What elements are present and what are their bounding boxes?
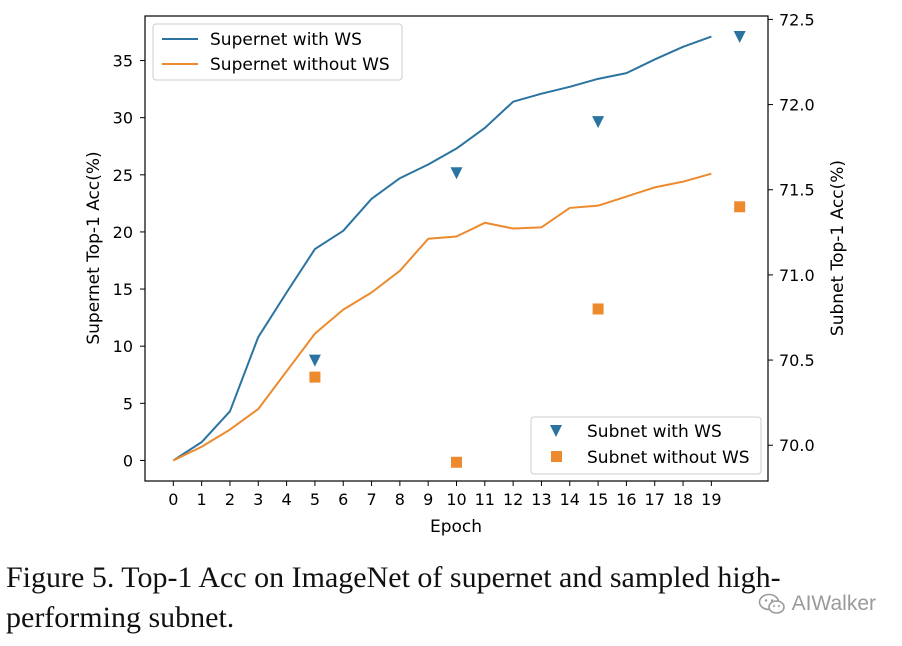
y-right-tick-label: 70.0 bbox=[779, 436, 815, 455]
legend-box bbox=[530, 416, 762, 475]
legend-marker-subnet-without-ws bbox=[551, 451, 562, 462]
y-axis-left-label: Supernet Top-1 Acc(%) bbox=[84, 151, 104, 344]
x-tick-label: 5 bbox=[310, 490, 320, 509]
point-subnet-without-ws bbox=[592, 303, 604, 315]
legend-label-subnet-without-ws: Subnet without WS bbox=[587, 448, 750, 468]
y-right-tick-label: 72.0 bbox=[779, 96, 815, 115]
series-line-supernet-with-ws bbox=[172, 35, 712, 462]
x-tick-label: 14 bbox=[560, 490, 580, 509]
y-right-tick-label: 71.0 bbox=[779, 266, 815, 285]
legend-marker-subnet-with-ws bbox=[550, 425, 562, 437]
watermark: AIWalker bbox=[758, 592, 876, 616]
x-tick-label: 1 bbox=[197, 490, 207, 509]
y-axis-right: 70.0 70.5 71.0 71.5 72.0 72.5 bbox=[768, 10, 815, 455]
legend-label-subnet-with-ws: Subnet with WS bbox=[587, 422, 722, 442]
x-axis-label: Epoch bbox=[430, 517, 482, 537]
point-subnet-without-ws bbox=[734, 201, 746, 213]
x-tick-label: 11 bbox=[475, 490, 495, 509]
y-axis-right-label: Subnet Top-1 Acc(%) bbox=[828, 160, 848, 336]
x-tick-label: 8 bbox=[395, 490, 405, 509]
x-tick-label: 18 bbox=[673, 490, 693, 509]
figure-caption: Figure 5. Top-1 Acc on ImageNet of super… bbox=[6, 561, 781, 634]
y-left-tick-label: 20 bbox=[113, 223, 133, 242]
series-line-supernet-without-ws bbox=[172, 172, 712, 462]
x-tick-label: 15 bbox=[588, 490, 608, 509]
y-right-tick-label: 72.5 bbox=[779, 10, 815, 29]
x-tick-label: 2 bbox=[225, 490, 235, 509]
x-tick-label: 6 bbox=[338, 490, 348, 509]
plot-area bbox=[145, 16, 768, 481]
x-tick-label: 13 bbox=[531, 490, 551, 509]
x-tick-label: 7 bbox=[366, 490, 376, 509]
y-left-tick-label: 0 bbox=[123, 451, 133, 470]
point-subnet-with-ws bbox=[308, 354, 321, 367]
point-subnet-without-ws bbox=[309, 371, 321, 383]
y-right-tick-label: 70.5 bbox=[779, 351, 815, 370]
y-left-tick-label: 35 bbox=[113, 52, 133, 71]
x-axis: 0 1 2 3 4 5 6 7 8 9 10 11 12 13 14 15 16 17 18 19 bbox=[168, 481, 722, 509]
legend-box bbox=[152, 23, 403, 81]
x-tick-label: 16 bbox=[616, 490, 636, 509]
x-tick-label: 3 bbox=[253, 490, 263, 509]
point-subnet-without-ws bbox=[451, 456, 462, 468]
y-left-tick-label: 30 bbox=[113, 109, 133, 128]
point-subnet-with-ws bbox=[450, 167, 463, 180]
x-tick-label: 12 bbox=[503, 490, 523, 509]
watermark-text: AIWalker bbox=[791, 592, 876, 615]
legend-label-supernet-without-ws: Supernet without WS bbox=[210, 55, 390, 75]
y-axis-left: 0 5 10 15 20 25 30 35 bbox=[113, 52, 145, 470]
point-subnet-with-ws bbox=[592, 116, 605, 129]
legend-upper-left: Supernet with WS Supernet without WS bbox=[152, 23, 403, 81]
point-subnet-with-ws bbox=[733, 30, 746, 43]
x-tick-label: 0 bbox=[168, 490, 178, 509]
y-left-tick-label: 10 bbox=[113, 337, 133, 356]
x-tick-label: 19 bbox=[701, 490, 721, 509]
x-tick-label: 4 bbox=[281, 490, 291, 509]
legend-label-supernet-with-ws: Supernet with WS bbox=[210, 30, 362, 50]
chart: 0 1 2 3 4 5 6 7 8 9 10 11 12 13 14 15 16 17 18 19 051015202… bbox=[84, 10, 848, 537]
x-tick-label: 10 bbox=[446, 490, 466, 509]
y-left-tick-label: 15 bbox=[113, 280, 133, 299]
x-tick-label: 9 bbox=[423, 490, 433, 509]
wechat-icon bbox=[758, 593, 785, 614]
series-layer bbox=[172, 30, 746, 468]
x-tick-label: 17 bbox=[645, 490, 665, 509]
legend-lower-right: Subnet with WS Subnet without WS bbox=[530, 416, 762, 475]
y-left-tick-label: 25 bbox=[113, 166, 133, 185]
y-right-tick-label: 71.5 bbox=[779, 181, 815, 200]
y-left-tick-label: 5 bbox=[123, 394, 133, 413]
